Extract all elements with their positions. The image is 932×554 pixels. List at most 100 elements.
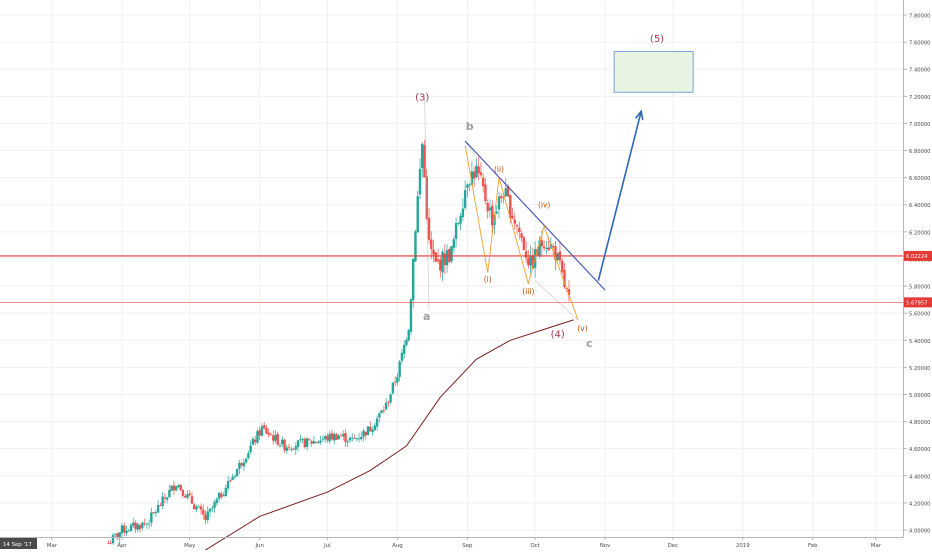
candle: [414, 229, 417, 263]
candle-body: [152, 512, 155, 514]
candle-body: [132, 522, 135, 526]
candle-body: [321, 438, 325, 440]
y-tick-label: 5.80000: [909, 285, 930, 291]
candle-body: [125, 530, 128, 534]
candle-body: [497, 196, 501, 210]
candle: [204, 510, 207, 525]
candle: [520, 230, 523, 242]
wave-5-label: (5): [650, 34, 664, 45]
candle: [168, 485, 171, 499]
candle: [380, 410, 383, 414]
candle: [249, 440, 252, 455]
candle-body: [258, 430, 261, 436]
x-tick-label: 14 Sep '17: [3, 542, 32, 548]
candle: [351, 433, 354, 442]
candle: [220, 490, 223, 500]
candle: [319, 436, 322, 445]
candle-body: [504, 188, 507, 197]
candle: [269, 432, 273, 436]
candle-body: [215, 499, 218, 504]
candle-body: [502, 197, 505, 199]
candle-body: [263, 425, 266, 429]
candle: [161, 491, 164, 510]
candle: [123, 522, 126, 537]
candle-body: [432, 249, 435, 255]
candle-body: [170, 485, 173, 491]
candle: [567, 280, 571, 302]
y-tick-label: 4.20000: [909, 501, 930, 507]
candle: [244, 457, 248, 465]
candle-body: [238, 462, 241, 470]
x-tick-label: May: [184, 543, 196, 549]
candle: [174, 485, 178, 492]
y-tick-label: 7.00000: [909, 122, 930, 128]
candle-body: [299, 438, 302, 440]
abc-guide-line: [534, 280, 579, 321]
candle: [287, 443, 291, 451]
wave-ii-label: (ii): [494, 165, 504, 174]
candle: [154, 509, 158, 517]
candle: [114, 533, 117, 538]
x-tick-label: Feb: [808, 543, 818, 549]
candle: [109, 540, 112, 545]
candle: [375, 415, 379, 431]
candle: [427, 208, 431, 244]
candle: [231, 473, 234, 481]
candle: [235, 468, 239, 477]
candle: [443, 244, 447, 274]
candle: [551, 243, 555, 255]
candle-body: [389, 394, 392, 403]
candle: [152, 512, 155, 515]
candle-body: [452, 239, 456, 248]
candle-body: [107, 543, 110, 544]
y-tick-label: 6.40000: [909, 203, 930, 209]
candle: [344, 428, 347, 448]
candle-body: [256, 431, 259, 443]
projection-arrow-head: [635, 109, 644, 121]
candle: [301, 437, 304, 444]
y-tick-label: 7.20000: [909, 95, 930, 101]
candle-body: [179, 484, 182, 491]
candle-body: [509, 194, 512, 219]
candle: [384, 397, 388, 411]
candle-body: [240, 463, 243, 466]
candle: [242, 458, 246, 472]
target-box: [613, 51, 694, 93]
candle-body: [296, 440, 300, 447]
y-tick-label: 4.40000: [909, 474, 930, 480]
candle-body: [202, 509, 205, 515]
candle-body: [195, 506, 198, 510]
candle: [393, 376, 397, 387]
candle-body: [323, 436, 327, 440]
candle: [195, 504, 198, 513]
candle-body: [174, 486, 178, 491]
candle-body: [163, 497, 167, 499]
wave-iv-label: (iv): [538, 200, 550, 209]
candle-body: [220, 493, 223, 498]
candle-body: [168, 490, 171, 497]
candle: [366, 426, 370, 436]
price-badge-label: 6.02224: [906, 254, 928, 260]
candle-body: [114, 533, 117, 535]
candle: [561, 258, 564, 275]
candle-body: [190, 496, 194, 504]
candle: [430, 231, 433, 260]
candle-body: [244, 458, 248, 463]
candle-body: [427, 217, 431, 240]
candle-body: [481, 177, 485, 187]
candle: [326, 433, 329, 443]
candle-body: [312, 441, 316, 444]
candle: [317, 440, 320, 444]
candle: [258, 426, 261, 440]
candle-body: [278, 444, 282, 446]
candle-body: [373, 425, 377, 431]
y-tick-label: 4.00000: [909, 529, 930, 535]
y-tick-label: 6.20000: [909, 230, 930, 236]
candle: [459, 212, 462, 231]
moving-average-line: [198, 319, 574, 554]
candle: [222, 492, 225, 497]
